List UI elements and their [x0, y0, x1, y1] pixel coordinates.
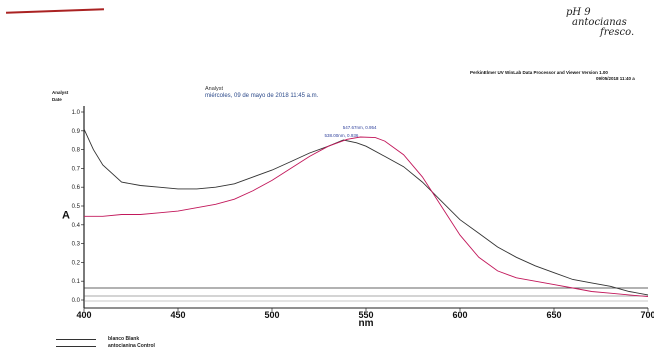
y-tick-label: 0.2 — [72, 260, 81, 266]
handwritten-line-1: pH 9 — [566, 7, 591, 18]
x-tick-label: 600 — [452, 310, 467, 320]
analyst-field-label: Analyst — [52, 90, 69, 95]
x-tick-label: 550 — [358, 310, 373, 320]
legend-label-control: antocianina Control — [108, 343, 155, 349]
x-tick-label: 700 — [640, 310, 654, 320]
y-tick-label: 0.7 — [72, 166, 81, 172]
legend-label-blank: blanco Blank — [108, 336, 140, 342]
handwritten-line-2: antocianas — [572, 17, 627, 28]
legend-swatch-blank — [56, 339, 96, 340]
x-tick-label: 500 — [264, 310, 279, 320]
legend-swatch-control — [56, 346, 96, 347]
peak-label-1: 547.67nm, 0.954 — [343, 125, 377, 130]
handwritten-note: pH 9 antocianas fresco. — [560, 8, 634, 38]
y-tick-label: 0.0 — [72, 298, 81, 304]
y-axis-title: A — [62, 210, 70, 222]
x-tick-label: 650 — [546, 310, 561, 320]
analyst-title: Analyst — [205, 86, 224, 92]
series-line-1 — [83, 128, 649, 296]
x-tick-label: 450 — [170, 310, 185, 320]
y-tick-label: 0.5 — [72, 204, 81, 210]
y-tick-label: 0.6 — [72, 185, 81, 191]
analyst-datetime: miércoles, 09 de mayo de 2018 11:45 a.m. — [205, 93, 319, 99]
y-tick-label: 0.9 — [72, 129, 81, 135]
y-tick-label: 0.1 — [72, 279, 81, 285]
date-field-label: Date — [52, 97, 62, 102]
handwritten-line-3: fresco. — [600, 27, 635, 38]
y-tick-label: 0.4 — [72, 223, 81, 229]
y-tick-label: 0.3 — [72, 242, 81, 248]
y-tick-label: 0.8 — [72, 148, 81, 154]
software-date: 09/05/2018 11:40 a — [596, 76, 635, 81]
x-axis-title: nm — [359, 318, 374, 329]
peak-label-2: 538.00nm, 0.936 — [325, 133, 359, 138]
software-header: PerkinElmer UV WinLab Data Processor and… — [470, 70, 608, 75]
y-tick-label: 1.0 — [72, 110, 81, 116]
series-line-2 — [84, 136, 649, 298]
x-tick-label: 400 — [76, 310, 91, 320]
